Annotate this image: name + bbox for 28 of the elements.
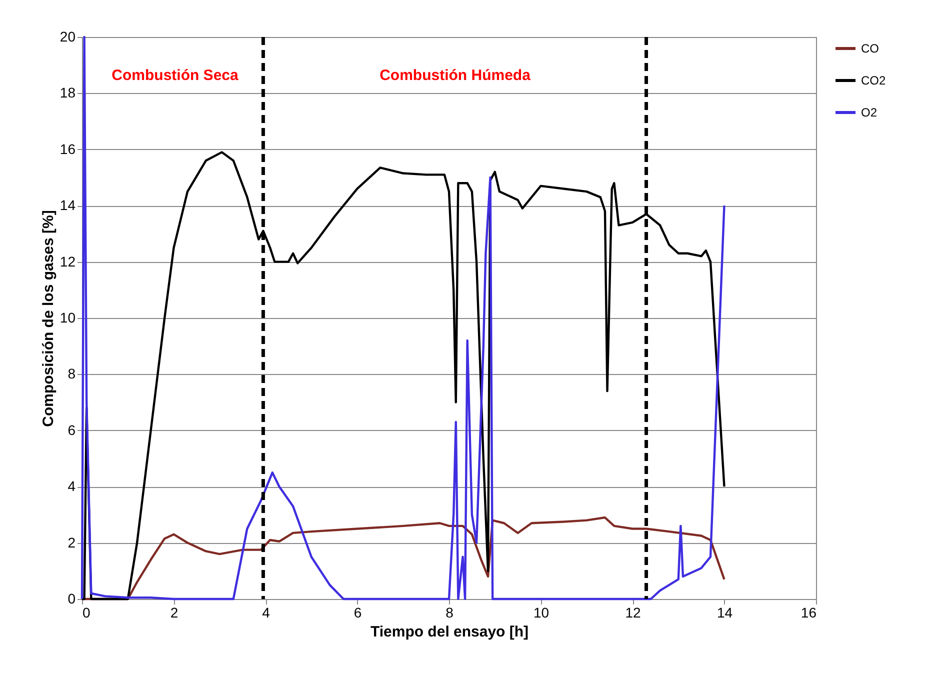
- y-tick-label: 10: [60, 310, 76, 326]
- legend-label: CO: [861, 42, 879, 56]
- x-tick-label: 8: [446, 604, 454, 620]
- y-tick-label: 16: [60, 140, 76, 157]
- x-tick-label: 12: [625, 604, 641, 620]
- y-tick-label: 12: [60, 253, 76, 270]
- y-tick-label: 8: [68, 366, 76, 382]
- x-tick-label: 10: [533, 604, 550, 620]
- x-tick-label: 2: [170, 604, 178, 620]
- y-axis-title: Composición de los gases [%]: [40, 210, 57, 427]
- y-tick-label: 2: [68, 534, 76, 550]
- annotation: Combustión Húmeda: [380, 67, 532, 84]
- annotation: Combustión Seca: [112, 67, 239, 84]
- x-axis-title: Tiempo del ensayo [h]: [370, 624, 529, 640]
- x-tick-label: 16: [800, 604, 817, 620]
- y-tick-label: 18: [60, 84, 76, 101]
- y-tick-label: 6: [68, 422, 76, 438]
- line-series: [80, 36, 726, 600]
- legend-label: CO2: [861, 74, 886, 88]
- x-tick-label: 4: [262, 604, 270, 620]
- y-tick-label: 0: [68, 590, 76, 606]
- x-tick-label: 6: [354, 604, 362, 620]
- y-tick-label: 4: [68, 478, 76, 494]
- legend-label: O2: [861, 106, 878, 120]
- x-tick-label: 14: [716, 604, 733, 620]
- y-tick-label: 20: [60, 28, 76, 44]
- y-tick-label: 14: [60, 197, 76, 214]
- x-tick-label: 0: [82, 604, 90, 620]
